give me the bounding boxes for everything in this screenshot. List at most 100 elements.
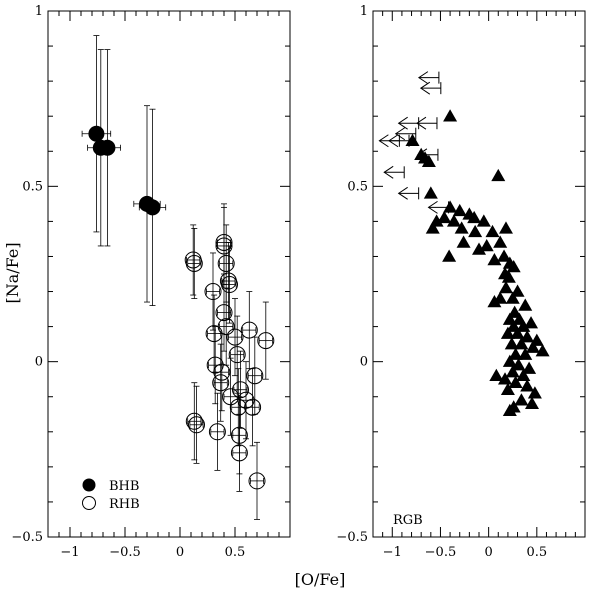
upper-limit-arrow bbox=[417, 71, 429, 85]
rgb-point bbox=[500, 326, 515, 339]
y-tick-label: 0 bbox=[35, 355, 43, 370]
rhb-point bbox=[213, 363, 231, 381]
rhb-point bbox=[215, 304, 233, 322]
rgb-point bbox=[527, 386, 542, 399]
right-panel: −1 −0.5 0 0.5 −0.5 0 0.5 1 RGB bbox=[336, 4, 586, 560]
rgb-point bbox=[425, 221, 440, 234]
rgb-point bbox=[514, 337, 529, 350]
rgb-point bbox=[452, 203, 467, 217]
rgb-point bbox=[497, 249, 512, 262]
rgb-point bbox=[446, 214, 461, 227]
x-tick-label: −1 bbox=[60, 545, 79, 560]
y-tick-label: 1 bbox=[360, 4, 368, 19]
upper-limit-arrow bbox=[419, 81, 431, 95]
rgb-point bbox=[405, 133, 420, 146]
rgb-point bbox=[498, 221, 513, 234]
rgb-point bbox=[518, 298, 533, 311]
x-tick-label: −0.5 bbox=[425, 545, 457, 560]
y-tick-label: 1 bbox=[35, 4, 43, 19]
rgb-point bbox=[443, 200, 458, 213]
rgb-point bbox=[493, 235, 508, 248]
rhb-point bbox=[228, 346, 246, 364]
rgb-point bbox=[524, 316, 539, 329]
rhb-point bbox=[240, 321, 258, 339]
rhb-point bbox=[185, 412, 203, 430]
rgb-point bbox=[525, 340, 540, 353]
rgb-point bbox=[514, 393, 529, 406]
bhb-point bbox=[144, 199, 161, 216]
rgb-point bbox=[525, 396, 539, 409]
y-tick-label: −0.5 bbox=[336, 530, 368, 545]
legend-label: BHB bbox=[109, 479, 139, 494]
rgb-point bbox=[485, 224, 500, 238]
rgb-point bbox=[535, 344, 550, 357]
upper-limit-arrow bbox=[378, 134, 389, 148]
rgb-point bbox=[491, 168, 506, 182]
upper-limit-arrow bbox=[394, 127, 406, 141]
x-tick-label: −1 bbox=[383, 545, 402, 560]
x-tick-label: 0 bbox=[484, 545, 492, 560]
rhb-point bbox=[230, 444, 248, 462]
rhb-point bbox=[217, 254, 235, 272]
rhb-point bbox=[185, 254, 203, 272]
upper-limit-arrow bbox=[383, 165, 394, 179]
rgb-point bbox=[520, 379, 535, 392]
rhb-point bbox=[208, 423, 226, 441]
rgb-point bbox=[498, 372, 513, 385]
rgb-point bbox=[442, 249, 457, 262]
y-axis-title: [Na/Fe] bbox=[3, 242, 22, 303]
rgb-point bbox=[472, 242, 486, 255]
bhb-point bbox=[88, 125, 105, 142]
upper-limit-arrow bbox=[427, 200, 438, 214]
y-tick-label: 0.5 bbox=[347, 179, 368, 194]
rhb-point bbox=[221, 276, 238, 294]
x-tick-label: −0.5 bbox=[109, 545, 141, 560]
rgb-point bbox=[505, 291, 520, 304]
rgb-point bbox=[476, 214, 491, 227]
legend-label: RHB bbox=[109, 497, 140, 512]
plot-area bbox=[81, 35, 275, 520]
rgb-point bbox=[467, 210, 482, 224]
rhb-point bbox=[232, 381, 249, 399]
x-tick-label: 0.5 bbox=[225, 545, 246, 560]
upper-limit-arrow bbox=[397, 116, 408, 130]
rhb-point bbox=[248, 472, 266, 490]
rgb-point bbox=[423, 186, 438, 199]
x-tick-label: 0.5 bbox=[526, 545, 547, 560]
y-tick-label: 0 bbox=[360, 355, 368, 370]
rhb-point bbox=[212, 374, 230, 392]
rhb-point bbox=[229, 398, 247, 416]
rgb-point bbox=[520, 330, 535, 343]
rgb-point bbox=[443, 109, 458, 122]
rgb-point bbox=[437, 210, 452, 224]
rgb-point bbox=[502, 354, 517, 367]
rgb-point bbox=[510, 284, 525, 297]
plot-area bbox=[378, 71, 550, 417]
x-tick-label: 0 bbox=[176, 545, 184, 560]
rgb-point bbox=[500, 382, 515, 395]
rgb-point bbox=[489, 368, 504, 381]
rgb-point bbox=[502, 403, 517, 417]
rgb-point bbox=[506, 259, 521, 273]
x-axis-title: [O/Fe] bbox=[295, 570, 346, 589]
legend-marker-bhb bbox=[82, 478, 96, 492]
rgb-point bbox=[498, 281, 513, 294]
rgb-point bbox=[516, 368, 531, 381]
rhb-point bbox=[204, 283, 222, 301]
rgb-point bbox=[504, 337, 519, 350]
rhb-point bbox=[226, 328, 244, 346]
rgb-point bbox=[518, 347, 533, 360]
upper-limit-arrow bbox=[417, 148, 428, 162]
rgb-point bbox=[421, 154, 436, 168]
rgb-point bbox=[487, 252, 502, 266]
y-tick-label: 0.5 bbox=[22, 179, 43, 194]
rgb-point bbox=[511, 358, 526, 371]
rgb-point bbox=[487, 295, 502, 308]
rhb-point bbox=[188, 416, 205, 434]
rgb-point bbox=[522, 361, 537, 374]
rgb-point bbox=[508, 347, 523, 360]
rgb-point bbox=[510, 326, 525, 339]
rgb-point bbox=[479, 238, 494, 252]
legend-marker-rhb bbox=[82, 496, 96, 510]
